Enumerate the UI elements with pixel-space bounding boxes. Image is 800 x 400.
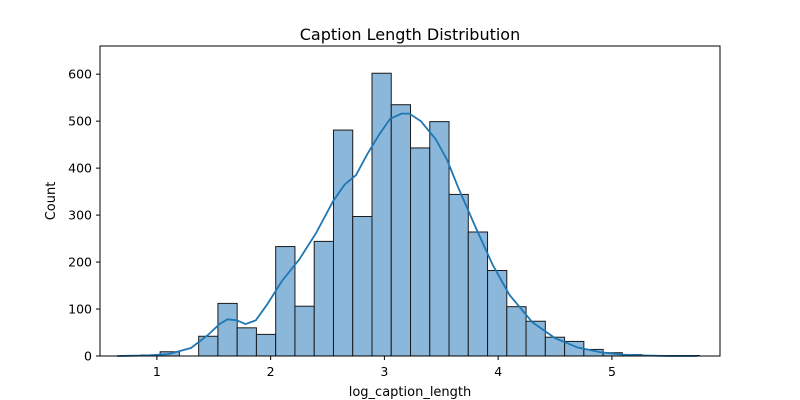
- histogram-bar: [390, 104, 412, 357]
- histogram-bar: [467, 231, 489, 357]
- y-tick-label: 600: [68, 67, 92, 82]
- x-tick-label: 3: [380, 364, 388, 379]
- histogram-bars: [121, 72, 700, 357]
- y-tick-label: 500: [68, 114, 92, 129]
- chart-title: Caption Length Distribution: [300, 25, 520, 44]
- y-tick-label: 200: [68, 255, 92, 270]
- histogram-bar: [294, 305, 315, 357]
- histogram-bar: [217, 302, 238, 357]
- x-tick-label: 1: [153, 364, 161, 379]
- x-tick-label: 5: [608, 364, 616, 379]
- x-tick-label: 2: [267, 364, 275, 379]
- plot-frame: [99, 45, 721, 357]
- histogram-bar: [352, 216, 373, 357]
- histogram-bar: [410, 147, 431, 357]
- y-tick-label: 100: [68, 302, 92, 317]
- y-tick-label: 300: [68, 208, 92, 223]
- histogram-bar: [332, 129, 354, 357]
- x-tick-label: 4: [494, 364, 502, 379]
- histogram-bar: [525, 320, 546, 357]
- y-axis-label: Count: [44, 182, 59, 221]
- x-axis-ticks: 1 2 3 4 5: [153, 356, 616, 379]
- histogram-bar: [506, 306, 527, 357]
- y-axis-ticks: 0 100 200 300 400 500 600: [68, 67, 100, 364]
- histogram-bar: [275, 246, 296, 357]
- x-axis-label: log_caption_length: [349, 385, 472, 400]
- y-tick-label: 400: [68, 161, 92, 176]
- histogram-bar: [255, 333, 277, 357]
- histogram-bar: [448, 193, 469, 357]
- kde-curve: [117, 112, 698, 357]
- histogram-bar: [236, 327, 257, 357]
- histogram-bar: [371, 72, 392, 357]
- y-tick-label: 0: [84, 349, 92, 364]
- histogram-bar: [313, 240, 334, 357]
